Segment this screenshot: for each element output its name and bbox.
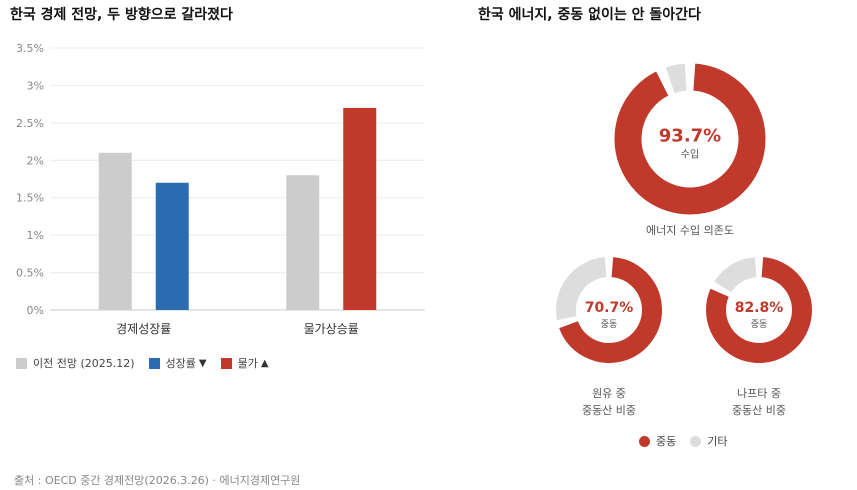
y-tick-label: 1% xyxy=(27,229,44,242)
legend-swatch-price xyxy=(220,357,232,369)
donut-center-value: 93.7% xyxy=(659,126,721,147)
legend-item-growth: 성장률 ▼ xyxy=(148,355,207,371)
donut-caption: 원유 중 xyxy=(592,387,626,400)
bar xyxy=(98,152,132,310)
donut-center-label: 수입 xyxy=(681,148,699,161)
bar xyxy=(155,182,189,310)
legend-dot-middle-east xyxy=(639,435,650,447)
legend-dot-other xyxy=(690,435,702,447)
bar-chart: 0% 0.5% 1% 1.5% 2% 2.5% 3% 3.5% 경제성장률 물가상승률 xyxy=(16,42,425,336)
donut-caption: 나프타 중 xyxy=(737,387,781,400)
legend-item-other: 기타 xyxy=(690,433,728,449)
legend-label-other: 기타 xyxy=(707,435,728,448)
right-chart-title: 한국 에너지, 중동 없이는 안 돌아간다 xyxy=(478,7,701,23)
donut-slice xyxy=(556,257,607,321)
bar-legend: 이전 전망 (2025.12) 성장률 ▼ 물가 ▲ xyxy=(16,355,283,371)
legend-item-middle-east: 중동 xyxy=(639,433,676,449)
donut-center-value: 70.7% xyxy=(585,300,634,316)
y-tick-label: 1.5% xyxy=(16,192,44,205)
bar xyxy=(343,107,377,310)
donut-caption: 에너지 수입 의존도 xyxy=(646,224,734,237)
x-tick-label: 경제성장률 xyxy=(116,322,171,336)
donut-slice xyxy=(614,63,766,215)
y-tick-label: 0% xyxy=(27,304,44,317)
y-tick-label: 2.5% xyxy=(16,117,44,130)
legend-label-growth: 성장률 xyxy=(165,357,196,370)
donut-center-value: 82.8% xyxy=(735,300,784,316)
y-tick-label: 2% xyxy=(27,154,44,167)
legend-label-middle-east: 중동 xyxy=(656,435,677,448)
source-note: 출처 : OECD 중간 경제전망(2026.3.26) · 에너지경제연구원 xyxy=(14,474,301,487)
y-tick-label: 3.5% xyxy=(16,42,44,55)
bar xyxy=(286,175,320,310)
x-tick-label: 물가상승률 xyxy=(304,322,359,336)
legend-swatch-previous xyxy=(16,357,27,369)
left-chart-title: 한국 경제 전망, 두 방향으로 갈라졌다 xyxy=(10,7,233,23)
donut-center-label: 중동 xyxy=(751,319,768,330)
donut-slice xyxy=(665,63,688,94)
y-tick-label: 3% xyxy=(27,79,44,92)
legend-swatch-growth xyxy=(148,357,160,369)
donut-legend: 중동 기타 xyxy=(639,433,742,449)
legend-item-price: 물가 ▲ xyxy=(220,355,269,371)
legend-item-previous: 이전 전망 (2025.12) xyxy=(16,355,135,371)
down-triangle-icon: ▼ xyxy=(198,357,207,369)
donut-center-label: 중동 xyxy=(601,319,618,330)
donut-slice xyxy=(559,257,662,363)
up-triangle-icon: ▲ xyxy=(260,357,269,369)
donut-caption: 중동산 비중 xyxy=(732,404,786,417)
y-tick-label: 0.5% xyxy=(16,267,44,280)
legend-label-previous: 이전 전망 (2025.12) xyxy=(33,357,135,370)
legend-label-price: 물가 xyxy=(237,357,258,370)
donut-slice xyxy=(706,257,812,363)
donut-caption: 중동산 비중 xyxy=(582,404,636,417)
donut-slice xyxy=(714,257,757,293)
